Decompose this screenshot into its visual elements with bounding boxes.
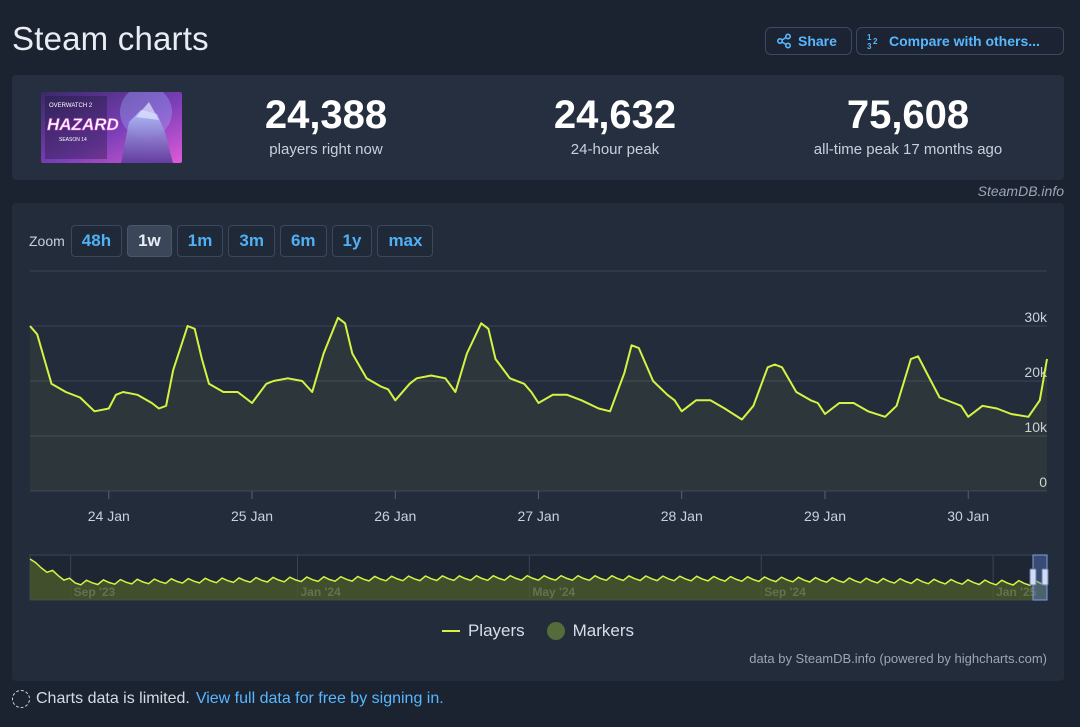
zoom-button-1m[interactable]: 1m — [176, 225, 224, 257]
y-tick-label: 30k — [1024, 309, 1048, 325]
navigator-handle-left[interactable] — [1029, 568, 1037, 586]
game-season: SEASON 14 — [59, 137, 87, 143]
svg-text:1: 1 — [867, 33, 872, 42]
y-tick-label: 10k — [1024, 419, 1048, 435]
zoom-button-max[interactable]: max — [377, 225, 434, 257]
x-tick-label: 30 Jan — [947, 508, 989, 524]
legend-item-markers[interactable]: Markers — [546, 621, 635, 641]
chart-legend: Players Markers — [12, 621, 1064, 641]
zoom-label: Zoom — [29, 233, 65, 249]
navigator-handle-right[interactable] — [1041, 568, 1049, 586]
chart-panel: Zoom 48h 1w 1m 3m 6m 1y max 0 10k 20k 30k 24 Jan 25… — [12, 203, 1064, 681]
legend-markers-label: Markers — [572, 621, 635, 640]
zoom-button-1y[interactable]: 1y — [331, 225, 373, 257]
players-area — [30, 317, 1047, 491]
zoom-controls: Zoom 48h 1w 1m 3m 6m 1y max — [29, 225, 438, 257]
sign-in-link[interactable]: View full data for free by signing in. — [195, 690, 444, 707]
players-series-line[interactable] — [29, 316, 1048, 421]
player-count-chart[interactable]: 0 10k 20k 30k 24 Jan 25 Jan 26 Jan 27 Jan 28 Jan… — [12, 203, 1064, 681]
stats-panel: OVERWATCH 2 HAZARD SEASON 14 24,388 play… — [12, 75, 1064, 180]
x-tick-label: 24 Jan — [88, 508, 130, 524]
navigator-area — [30, 559, 1047, 600]
y-tick-label: 0 — [1039, 474, 1047, 490]
data-limited-notice: Charts data is limited. View full data f… — [12, 690, 444, 708]
steamdb-credit: SteamDB.info — [977, 183, 1064, 199]
x-tick-label: 26 Jan — [374, 508, 416, 524]
current-players-label: players right now — [269, 141, 383, 158]
current-players-stat: 24,388 players right now — [226, 93, 426, 158]
zoom-button-3m[interactable]: 3m — [228, 225, 275, 257]
zoom-button-1w[interactable]: 1w — [127, 225, 172, 257]
legend-players-label: Players — [467, 621, 525, 640]
legend-item-players[interactable]: Players — [441, 621, 525, 641]
navigator-series-line — [29, 558, 1048, 587]
highcharts-credit[interactable]: data by SteamDB.info (powered by highcha… — [749, 651, 1047, 666]
zoom-button-6m[interactable]: 6m — [279, 225, 327, 257]
peak-24h-label: 24-hour peak — [570, 141, 660, 158]
x-tick-label: 29 Jan — [804, 508, 846, 524]
game-capsule-image[interactable]: OVERWATCH 2 HAZARD SEASON 14 — [41, 92, 182, 163]
svg-text:3: 3 — [867, 42, 872, 50]
notice-text: Charts data is limited. — [36, 690, 190, 707]
dot-swatch-icon — [546, 622, 565, 640]
compare-button[interactable]: 1 2 3 Compare with others... — [856, 27, 1064, 55]
share-button[interactable]: Share — [765, 27, 852, 55]
line-swatch-icon — [441, 630, 460, 632]
x-tick-label: 25 Jan — [231, 508, 273, 524]
share-icon — [776, 33, 792, 49]
peak-24h-stat: 24,632 24-hour peak — [515, 93, 715, 158]
all-time-peak-stat: 75,608 all-time peak 17 months ago — [788, 93, 1028, 158]
zoom-button-48h[interactable]: 48h — [70, 225, 123, 257]
loading-circle-icon — [12, 690, 30, 708]
all-time-peak-label: all-time peak 17 months ago — [813, 141, 1003, 158]
y-tick-label: 20k — [1024, 364, 1048, 380]
peak-24h-value: 24,632 — [553, 93, 677, 137]
current-players-value: 24,388 — [264, 93, 388, 137]
numbers-icon: 1 2 3 — [867, 33, 878, 50]
x-tick-label: 27 Jan — [517, 508, 559, 524]
svg-text:2: 2 — [873, 37, 878, 46]
share-label: Share — [798, 33, 837, 49]
game-brand: OVERWATCH 2 — [49, 103, 93, 109]
x-tick-label: 28 Jan — [661, 508, 703, 524]
page-title: Steam charts — [12, 20, 209, 57]
all-time-peak-value: 75,608 — [846, 93, 970, 137]
compare-label: Compare with others... — [889, 33, 1040, 49]
game-name: HAZARD — [47, 115, 119, 134]
